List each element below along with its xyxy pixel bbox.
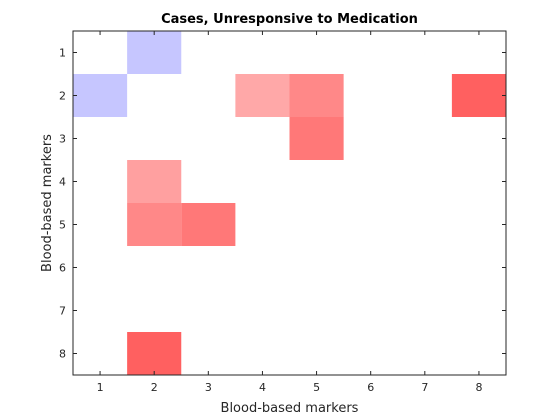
heatmap-cell bbox=[127, 31, 182, 74]
x-tick-label: 8 bbox=[475, 381, 482, 394]
heatmap-cell bbox=[235, 74, 290, 117]
y-tick-label: 1 bbox=[59, 47, 66, 60]
x-tick-label: 3 bbox=[205, 381, 212, 394]
heatmap-cell bbox=[73, 74, 128, 117]
plot-area-frame bbox=[72, 30, 507, 376]
chart-title: Cases, Unresponsive to Medication bbox=[161, 12, 418, 27]
heatmap-cell bbox=[289, 74, 344, 117]
heatmap-cell bbox=[127, 203, 182, 246]
x-tick-label: 6 bbox=[367, 381, 374, 394]
x-tick-label: 5 bbox=[313, 381, 320, 394]
y-axis-title: Blood-based markers bbox=[40, 134, 55, 272]
y-tick-label: 6 bbox=[59, 262, 66, 275]
y-tick-label: 5 bbox=[59, 219, 66, 232]
heatmap-cells bbox=[73, 31, 507, 375]
y-tick-label: 7 bbox=[59, 305, 66, 318]
heatmap-cell bbox=[181, 203, 236, 246]
x-tick-label: 7 bbox=[421, 381, 428, 394]
axis-ticks: 1 2 3 4 5 6 7 8 1 2 3 4 5 6 7 8 bbox=[59, 31, 506, 394]
y-tick-label: 8 bbox=[59, 348, 66, 361]
x-tick-label: 1 bbox=[97, 381, 104, 394]
x-tick-label: 2 bbox=[151, 381, 158, 394]
x-tick-label: 4 bbox=[259, 381, 266, 394]
y-tick-label: 4 bbox=[59, 176, 66, 189]
y-tick-label: 3 bbox=[59, 133, 66, 146]
heatmap-cell bbox=[127, 332, 182, 375]
y-tick-label: 2 bbox=[59, 90, 66, 103]
x-axis-title: Blood-based markers bbox=[221, 401, 359, 416]
heatmap-cell bbox=[289, 117, 344, 160]
heatmap-cell bbox=[451, 74, 507, 117]
heatmap-cell bbox=[127, 160, 182, 203]
